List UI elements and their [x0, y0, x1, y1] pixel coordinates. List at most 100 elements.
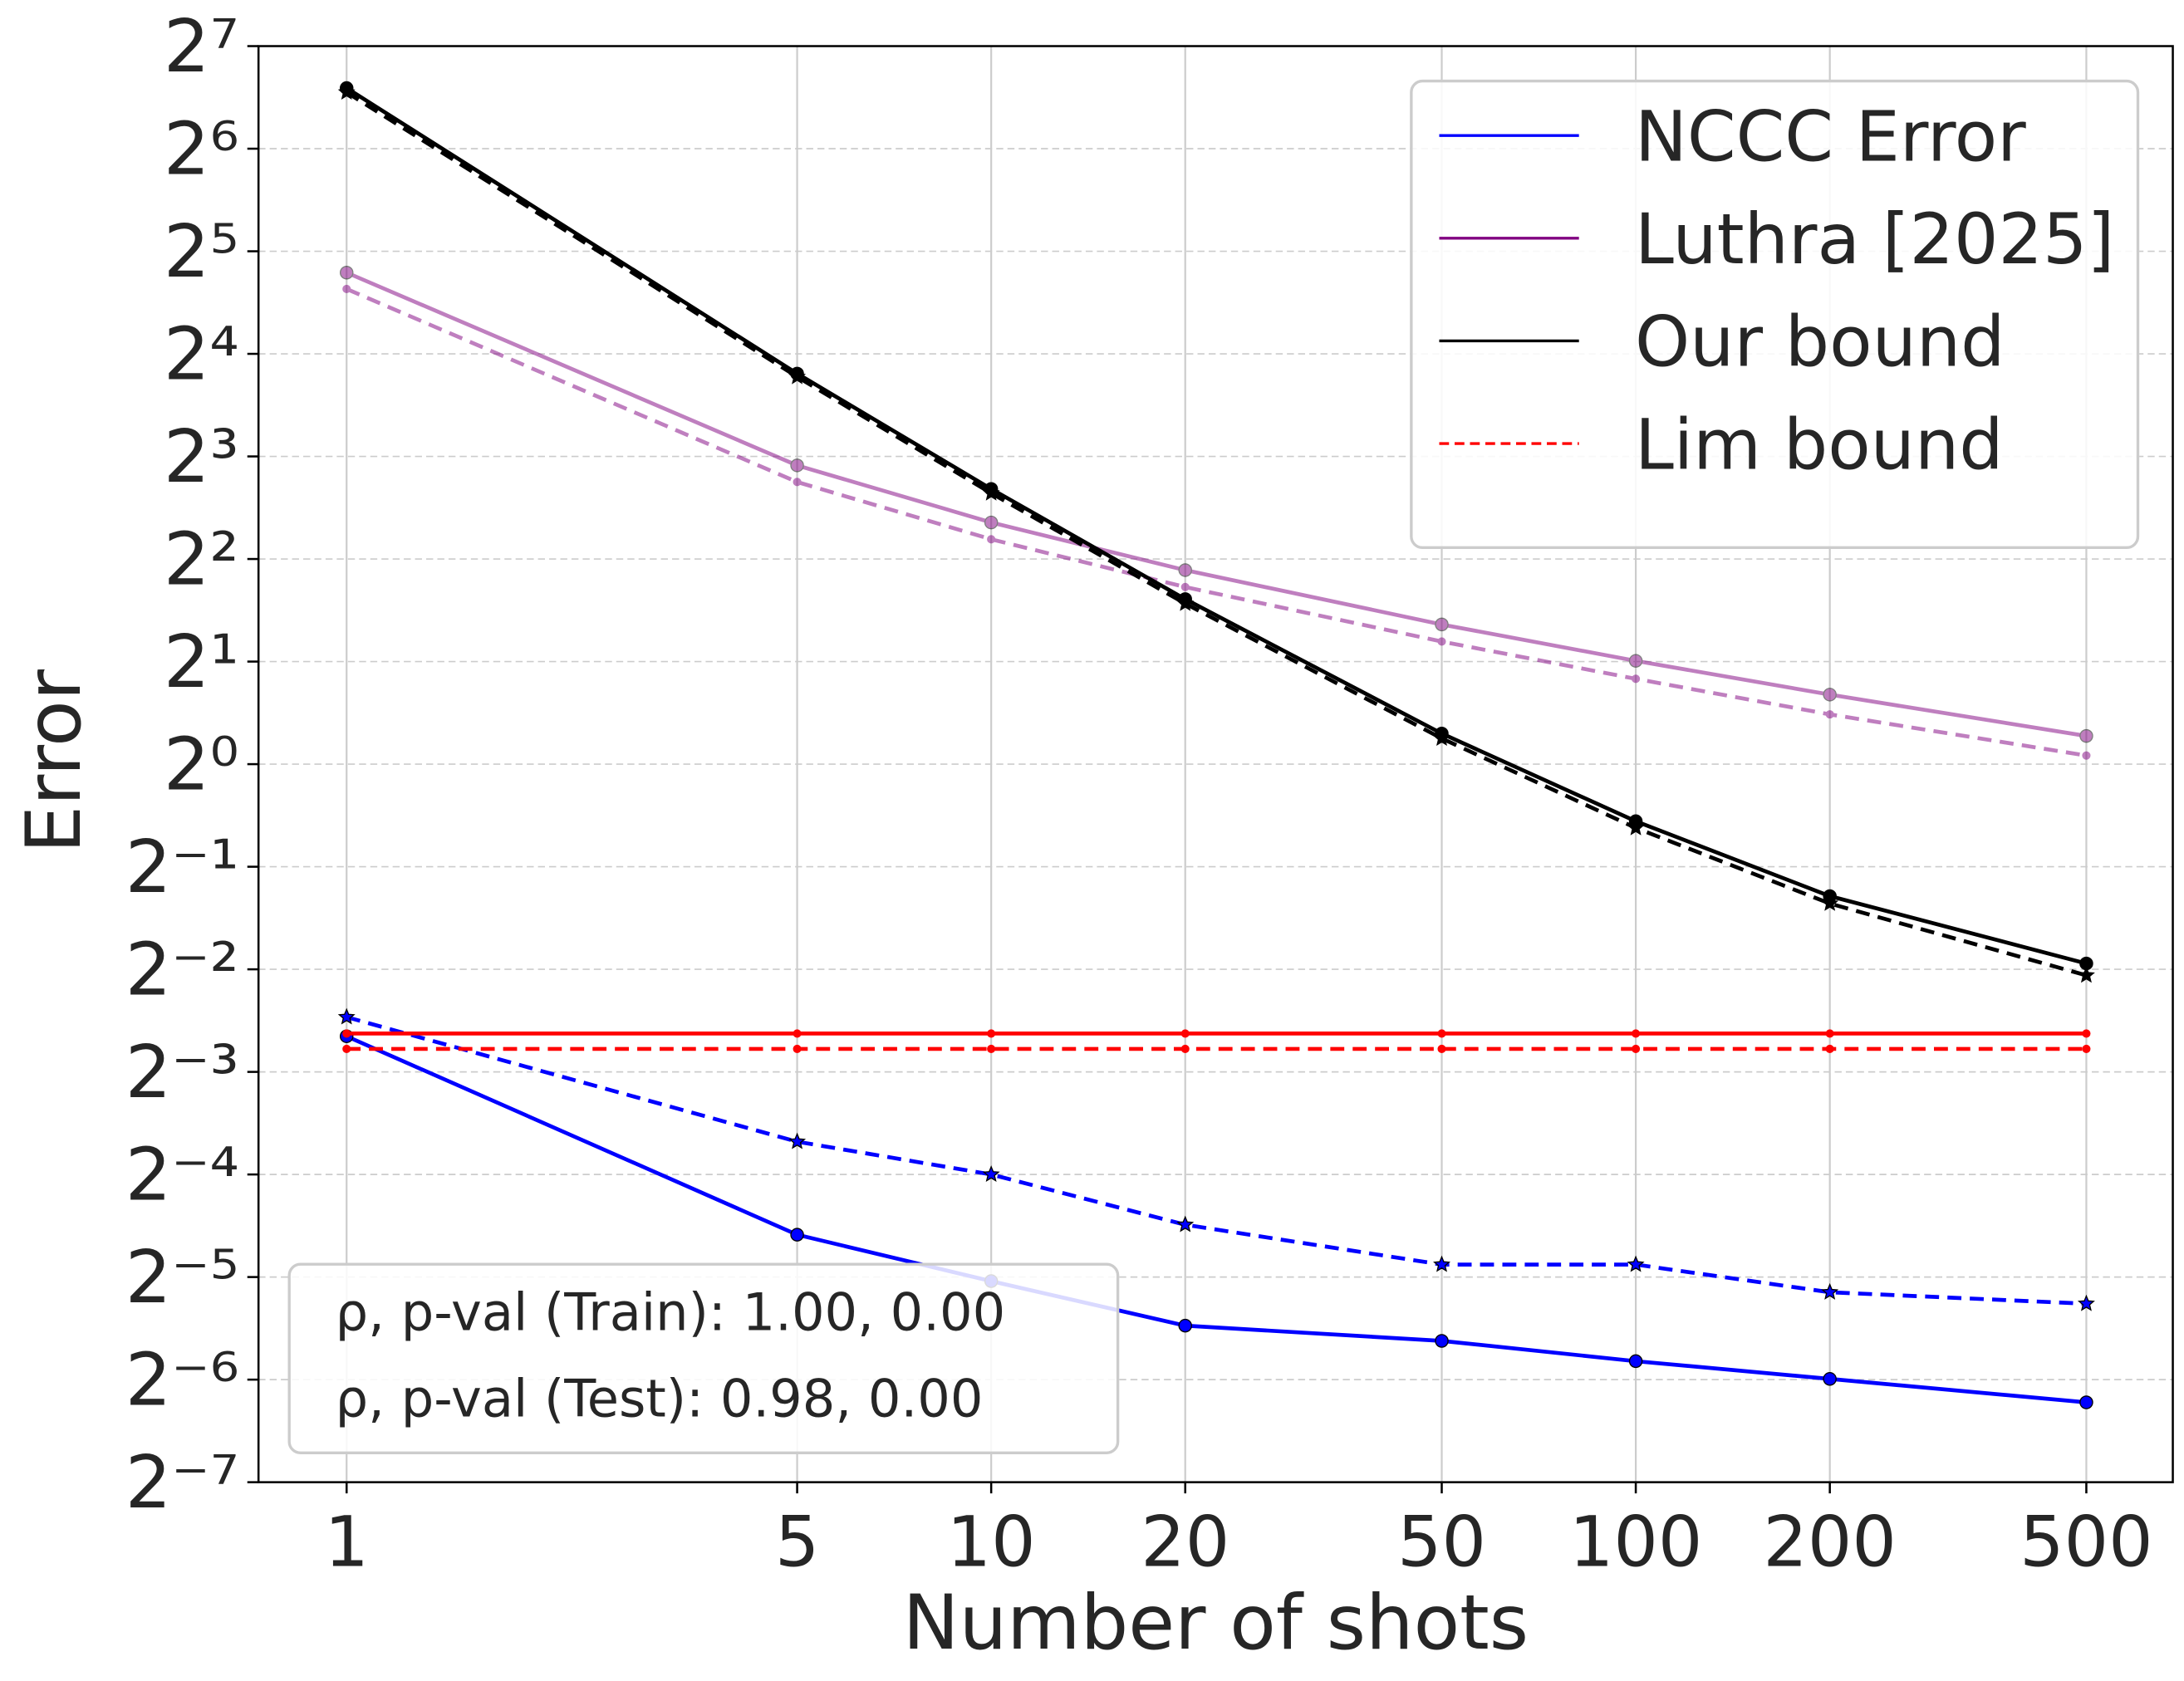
point — [1435, 617, 1449, 632]
y-tick-label: 2² — [164, 517, 239, 601]
point — [1437, 1029, 1446, 1038]
point — [1176, 594, 1195, 611]
point — [1628, 1354, 1643, 1369]
point — [1823, 1372, 1837, 1386]
point — [790, 1228, 804, 1242]
legend-box — [1410, 79, 2140, 550]
point — [793, 1029, 802, 1038]
point — [2079, 1395, 2093, 1409]
point — [793, 1044, 802, 1053]
point — [1821, 894, 1839, 911]
annotation-text: ρ, p-val (Test): 0.98, 0.00 — [336, 1369, 984, 1429]
x-tick-label: 20 — [1141, 1502, 1229, 1583]
point — [1821, 1282, 1839, 1300]
point — [2082, 1044, 2091, 1053]
point — [1178, 1318, 1192, 1333]
point — [1437, 637, 1446, 646]
y-tick-label: 2⁻¹ — [125, 825, 239, 909]
y-tick-label: 2⁻⁵ — [125, 1235, 239, 1320]
legend: NCCC Error Luthra [2025] Our bound Lim boun… — [1410, 79, 2140, 550]
point — [339, 266, 354, 280]
point — [342, 284, 351, 293]
y-tick-label: 2⁻⁴ — [125, 1132, 239, 1217]
point — [1433, 729, 1450, 746]
point — [987, 1044, 996, 1053]
y-tick-label: 2⁵ — [164, 209, 239, 294]
series — [342, 1044, 2091, 1053]
x-tick-label: 5 — [775, 1502, 820, 1583]
point — [982, 1165, 1000, 1183]
y-tick-label: 2⁶ — [164, 106, 239, 191]
point — [1632, 1029, 1641, 1038]
legend-label: Lim bound — [1635, 404, 2004, 485]
point — [788, 1132, 807, 1149]
point — [987, 1029, 996, 1038]
point — [2077, 966, 2095, 983]
point — [1825, 710, 1834, 719]
series-line — [346, 287, 2087, 758]
x-tick-label: 500 — [2020, 1502, 2153, 1583]
y-tick-label: 2⁻⁶ — [125, 1337, 239, 1422]
x-tick-label: 1 — [324, 1502, 369, 1583]
point — [1178, 563, 1192, 577]
point — [987, 535, 996, 544]
y-tick-label: 2³ — [164, 414, 239, 499]
point — [1180, 582, 1190, 591]
y-tick-label: 2¹ — [164, 620, 239, 704]
x-tick-label: 50 — [1397, 1502, 1486, 1583]
point — [1632, 674, 1641, 684]
point — [1180, 1029, 1190, 1038]
series-line — [345, 86, 2088, 966]
legend-label: NCCC Error — [1635, 96, 2026, 177]
point — [1433, 1255, 1450, 1272]
plot-frame — [257, 45, 2174, 1483]
y-tick-label: 2⁻² — [125, 927, 239, 1012]
y-tick-label: 2⁰ — [164, 722, 239, 806]
series — [342, 284, 2091, 760]
series — [337, 1007, 2095, 1311]
point — [1435, 1334, 1449, 1348]
point — [984, 515, 999, 530]
point — [1628, 654, 1643, 668]
legend-label: Luthra [2025] — [1635, 198, 2114, 280]
y-tick-label: 2⁴ — [164, 311, 239, 396]
x-tick-label: 200 — [1763, 1502, 1897, 1583]
point — [342, 1044, 351, 1053]
series — [342, 1029, 2091, 1038]
y-axis-label: Error — [11, 669, 98, 853]
point — [1632, 1044, 1641, 1053]
point — [342, 1029, 351, 1038]
series-line — [346, 271, 2087, 738]
point — [2077, 1294, 2095, 1311]
legend-label: Our bound — [1635, 301, 2005, 383]
point — [1176, 1215, 1195, 1233]
point — [1825, 1044, 1834, 1053]
annotation-box — [287, 1262, 1120, 1454]
series-line — [346, 1034, 2087, 1404]
point — [793, 478, 802, 487]
y-tick-label: 2⁻³ — [125, 1030, 239, 1115]
annotation-text: ρ, p-val (Train): 1.00, 0.00 — [336, 1282, 1006, 1342]
y-tick-label: 2⁷ — [164, 4, 239, 89]
series — [339, 266, 2093, 743]
x-axis-label: Number of shots — [903, 1580, 1529, 1667]
point — [1823, 688, 1837, 702]
y-tick-label: 2⁻⁷ — [125, 1440, 239, 1525]
series-line — [345, 91, 2088, 978]
x-tick-label: 10 — [947, 1502, 1036, 1583]
series-line — [346, 1015, 2087, 1306]
point — [337, 1007, 356, 1025]
point — [1825, 1029, 1834, 1038]
point — [1627, 1255, 1645, 1272]
point — [788, 367, 807, 385]
x-tick-label: 100 — [1569, 1502, 1703, 1583]
annotation: ρ, p-val (Train): 1.00, 0.00 ρ, p-val (Te… — [287, 1262, 1120, 1454]
point — [2082, 1029, 2091, 1038]
point — [1627, 818, 1645, 836]
point — [337, 83, 356, 100]
point — [982, 483, 1000, 501]
point — [790, 458, 804, 473]
point — [1180, 1044, 1190, 1053]
